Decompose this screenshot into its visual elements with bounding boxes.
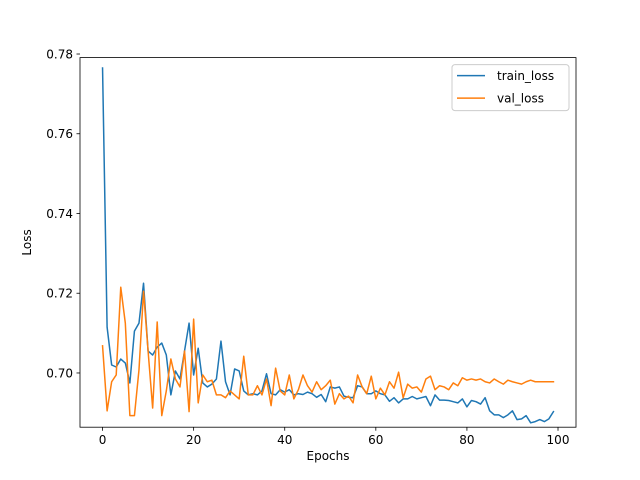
x-axis-title: Epochs — [307, 449, 350, 463]
x-tick-label: 80 — [459, 433, 474, 447]
y-tick-label: 0.74 — [46, 207, 73, 221]
x-tick-label: 0 — [99, 433, 107, 447]
y-axis-title: Loss — [20, 229, 34, 255]
x-tick-label: 100 — [547, 433, 570, 447]
x-axis-ticks: 0 20 40 60 80 100 — [99, 427, 570, 447]
x-tick-label: 20 — [186, 433, 201, 447]
legend: train_loss val_loss — [451, 64, 570, 112]
y-tick-label: 0.70 — [46, 366, 73, 380]
x-tick-label: 60 — [368, 433, 383, 447]
series-line-train-loss — [101, 67, 555, 424]
y-tick-label: 0.78 — [46, 47, 73, 61]
x-tick-label: 40 — [277, 433, 292, 447]
y-tick-label: 0.72 — [46, 287, 73, 301]
legend-label-val-loss: val_loss — [497, 91, 544, 105]
y-tick-label: 0.76 — [46, 127, 73, 141]
series-layer — [101, 67, 555, 424]
legend-label-train-loss: train_loss — [497, 69, 554, 83]
y-axis-ticks: 0.70 0.72 0.74 0.76 0.78 — [46, 47, 80, 380]
series-line-val-loss — [101, 286, 555, 417]
axes-frame — [79, 57, 577, 428]
